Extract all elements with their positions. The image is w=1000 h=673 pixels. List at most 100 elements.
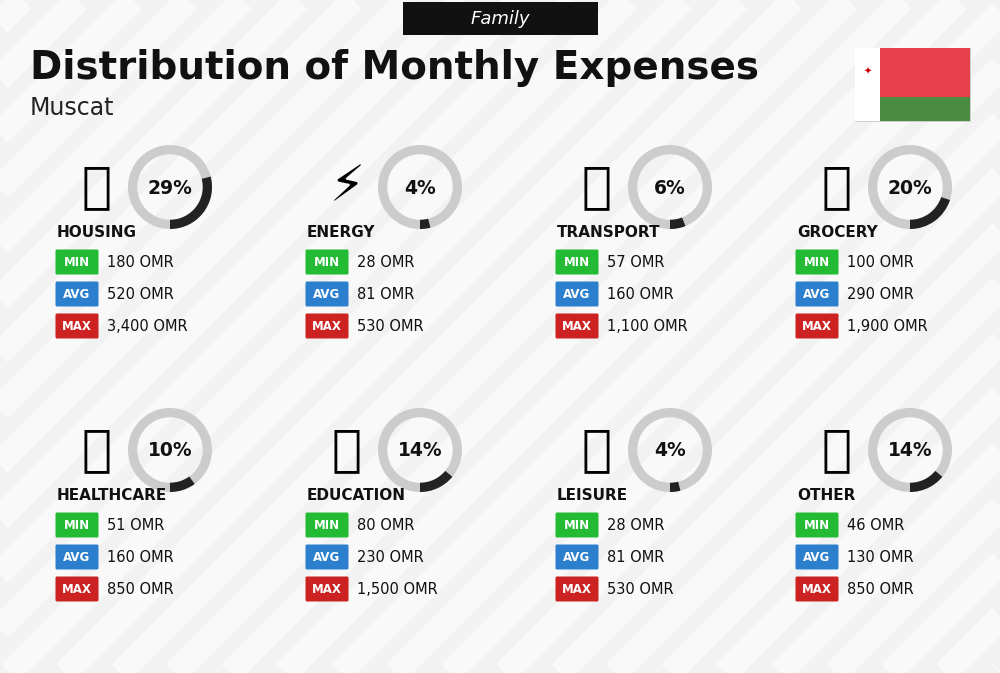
Text: 130 OMR: 130 OMR — [847, 550, 914, 565]
Text: 10%: 10% — [148, 441, 192, 460]
FancyBboxPatch shape — [56, 281, 98, 306]
FancyBboxPatch shape — [556, 250, 598, 275]
Text: AVG: AVG — [563, 551, 591, 564]
Text: 4%: 4% — [404, 178, 436, 197]
Text: MIN: MIN — [804, 519, 830, 532]
FancyBboxPatch shape — [556, 544, 598, 569]
Text: 6%: 6% — [654, 178, 686, 197]
Bar — [855, 48, 880, 121]
Wedge shape — [420, 219, 430, 229]
Text: 81 OMR: 81 OMR — [357, 287, 414, 302]
Text: 530 OMR: 530 OMR — [607, 582, 674, 597]
FancyBboxPatch shape — [56, 250, 98, 275]
Text: 160 OMR: 160 OMR — [607, 287, 674, 302]
Text: ✦: ✦ — [864, 67, 872, 76]
Text: GROCERY: GROCERY — [797, 225, 878, 240]
Text: 4%: 4% — [654, 441, 686, 460]
Wedge shape — [910, 197, 950, 229]
Text: MIN: MIN — [314, 519, 340, 532]
Text: MIN: MIN — [564, 256, 590, 269]
Text: AVG: AVG — [313, 288, 341, 301]
Text: MIN: MIN — [314, 256, 340, 269]
FancyBboxPatch shape — [796, 544, 838, 569]
Wedge shape — [378, 408, 462, 492]
FancyBboxPatch shape — [796, 314, 838, 339]
Text: 1,500 OMR: 1,500 OMR — [357, 582, 438, 597]
FancyBboxPatch shape — [556, 314, 598, 339]
Text: 👜: 👜 — [822, 426, 852, 474]
Wedge shape — [170, 176, 212, 229]
Wedge shape — [378, 145, 462, 229]
Text: MAX: MAX — [802, 320, 832, 333]
Text: MIN: MIN — [64, 519, 90, 532]
Text: 💗: 💗 — [82, 426, 112, 474]
Text: 28 OMR: 28 OMR — [357, 255, 415, 270]
FancyBboxPatch shape — [56, 577, 98, 602]
Text: 850 OMR: 850 OMR — [107, 582, 174, 597]
Wedge shape — [128, 408, 212, 492]
Text: 160 OMR: 160 OMR — [107, 550, 174, 565]
FancyBboxPatch shape — [556, 577, 598, 602]
Text: AVG: AVG — [313, 551, 341, 564]
FancyBboxPatch shape — [306, 513, 349, 538]
FancyBboxPatch shape — [796, 281, 838, 306]
Text: ENERGY: ENERGY — [307, 225, 376, 240]
FancyBboxPatch shape — [56, 544, 98, 569]
FancyBboxPatch shape — [556, 281, 598, 306]
Text: Muscat: Muscat — [30, 96, 114, 120]
Text: AVG: AVG — [803, 288, 831, 301]
Bar — [855, 97, 970, 121]
Text: 🛍️: 🛍️ — [582, 426, 612, 474]
FancyBboxPatch shape — [56, 314, 98, 339]
FancyBboxPatch shape — [306, 314, 349, 339]
Text: MAX: MAX — [312, 583, 342, 596]
Text: 46 OMR: 46 OMR — [847, 518, 904, 533]
FancyBboxPatch shape — [796, 577, 838, 602]
Text: 14%: 14% — [398, 441, 442, 460]
FancyBboxPatch shape — [306, 250, 349, 275]
Text: 28 OMR: 28 OMR — [607, 518, 664, 533]
Text: MAX: MAX — [562, 320, 592, 333]
Text: MIN: MIN — [564, 519, 590, 532]
Text: HEALTHCARE: HEALTHCARE — [57, 488, 167, 503]
Text: 230 OMR: 230 OMR — [357, 550, 424, 565]
Text: 🎓: 🎓 — [332, 426, 362, 474]
FancyBboxPatch shape — [796, 513, 838, 538]
Text: LEISURE: LEISURE — [557, 488, 628, 503]
FancyBboxPatch shape — [556, 513, 598, 538]
Bar — [855, 48, 970, 97]
Text: 57 OMR: 57 OMR — [607, 255, 664, 270]
FancyBboxPatch shape — [306, 577, 349, 602]
Wedge shape — [128, 145, 212, 229]
Text: MIN: MIN — [64, 256, 90, 269]
Wedge shape — [628, 145, 712, 229]
Text: MIN: MIN — [804, 256, 830, 269]
Wedge shape — [868, 408, 952, 492]
Text: 🛒: 🛒 — [822, 163, 852, 211]
Text: AVG: AVG — [803, 551, 831, 564]
Text: 80 OMR: 80 OMR — [357, 518, 415, 533]
FancyBboxPatch shape — [796, 250, 838, 275]
Text: 1,100 OMR: 1,100 OMR — [607, 319, 688, 334]
Text: 1,900 OMR: 1,900 OMR — [847, 319, 928, 334]
Text: 81 OMR: 81 OMR — [607, 550, 664, 565]
Wedge shape — [420, 471, 452, 492]
Text: AVG: AVG — [563, 288, 591, 301]
FancyBboxPatch shape — [306, 544, 349, 569]
Text: MAX: MAX — [802, 583, 832, 596]
Text: MAX: MAX — [62, 320, 92, 333]
Text: 20%: 20% — [888, 178, 932, 197]
Text: HOUSING: HOUSING — [57, 225, 137, 240]
FancyBboxPatch shape — [402, 1, 598, 34]
Text: 530 OMR: 530 OMR — [357, 319, 424, 334]
Wedge shape — [670, 482, 680, 492]
Text: 100 OMR: 100 OMR — [847, 255, 914, 270]
Text: 850 OMR: 850 OMR — [847, 582, 914, 597]
Text: 51 OMR: 51 OMR — [107, 518, 164, 533]
Text: 520 OMR: 520 OMR — [107, 287, 174, 302]
FancyBboxPatch shape — [306, 281, 349, 306]
Text: 180 OMR: 180 OMR — [107, 255, 174, 270]
Text: AVG: AVG — [63, 288, 91, 301]
Text: MAX: MAX — [312, 320, 342, 333]
Text: Distribution of Monthly Expenses: Distribution of Monthly Expenses — [30, 49, 759, 87]
